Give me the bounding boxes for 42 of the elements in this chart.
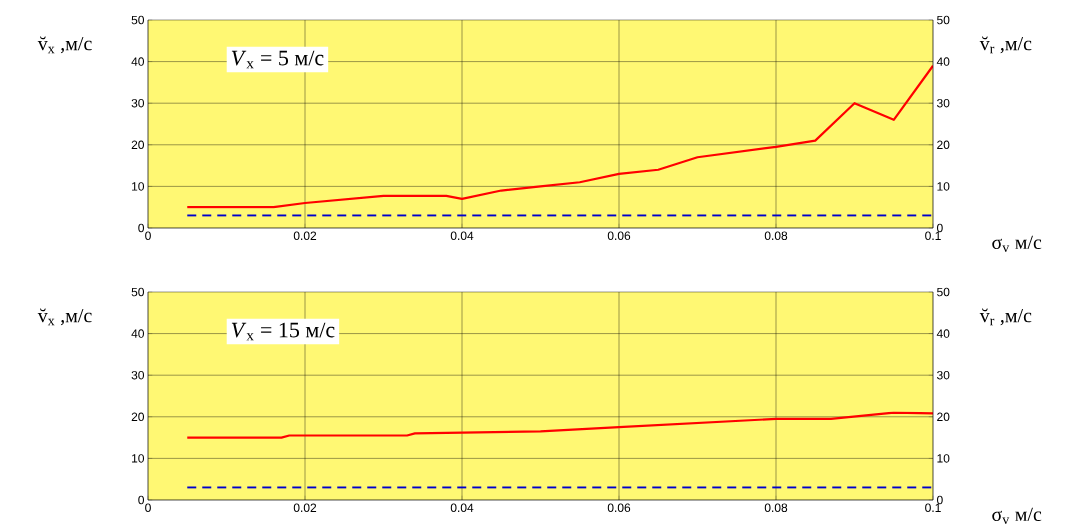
annotation: V$_{x}$ = 15 м/с: [231, 322, 335, 341]
y-tick-label: 50: [131, 287, 145, 297]
x-tick-label: 0.06: [607, 503, 631, 513]
y-tick-label: 10: [132, 454, 145, 463]
x-tick-label: 0.1: [925, 503, 941, 513]
y-axis-title: v̆$_{x}$ ,м/с: [37, 36, 92, 54]
y2-axis-title: v̆$_{r}$ ,м/с: [979, 36, 1032, 54]
x-tick-label: 0.06: [607, 231, 631, 241]
y2-tick-label: 50: [937, 15, 950, 25]
y2-tick-label: 30: [936, 98, 950, 108]
y2-tick-label: 20: [937, 140, 950, 150]
x-tick-label: 0.04: [450, 231, 474, 241]
y2-tick-label: 40: [936, 57, 950, 66]
y2-tick-label: 10: [937, 182, 950, 191]
y-tick-label: 30: [131, 98, 145, 108]
y2-tick-label: 0: [937, 495, 943, 505]
x-tick-label: 0.02: [293, 503, 317, 513]
y2-axis-title: v̆$_{r}$ ,м/с: [979, 308, 1032, 326]
y2-tick-label: 30: [936, 370, 950, 380]
y2-tick-label: 50: [937, 287, 950, 297]
annotation: V$_{x}$ = 5 м/с: [231, 50, 324, 69]
x-tick-label: 0.1: [925, 231, 941, 241]
y-tick-label: 40: [131, 57, 145, 66]
x-axis-title: σ$_{v}$ м/с: [992, 235, 1042, 253]
y2-tick-label: 20: [937, 412, 950, 422]
y-tick-label: 20: [131, 140, 145, 150]
y2-tick-label: 0: [937, 223, 943, 233]
y-tick-label: 0: [138, 495, 145, 505]
y2-tick-label: 10: [937, 454, 950, 463]
x-tick-label: 0.02: [293, 231, 317, 241]
y-tick-label: 10: [132, 182, 145, 191]
y-tick-label: 50: [131, 15, 145, 25]
y-axis-title: v̆$_{x}$ ,м/с: [37, 308, 92, 326]
y-tick-label: 40: [131, 329, 145, 338]
x-tick-label: 0.04: [450, 503, 474, 513]
y2-tick-label: 40: [936, 329, 950, 338]
x-axis-title: σ$_{v}$ м/с: [992, 507, 1042, 525]
y-tick-label: 30: [131, 370, 145, 380]
x-tick-label: 0.08: [764, 503, 788, 513]
y-tick-label: 20: [131, 412, 145, 422]
x-tick-label: 0.08: [764, 231, 788, 241]
y-tick-label: 0: [138, 223, 145, 233]
